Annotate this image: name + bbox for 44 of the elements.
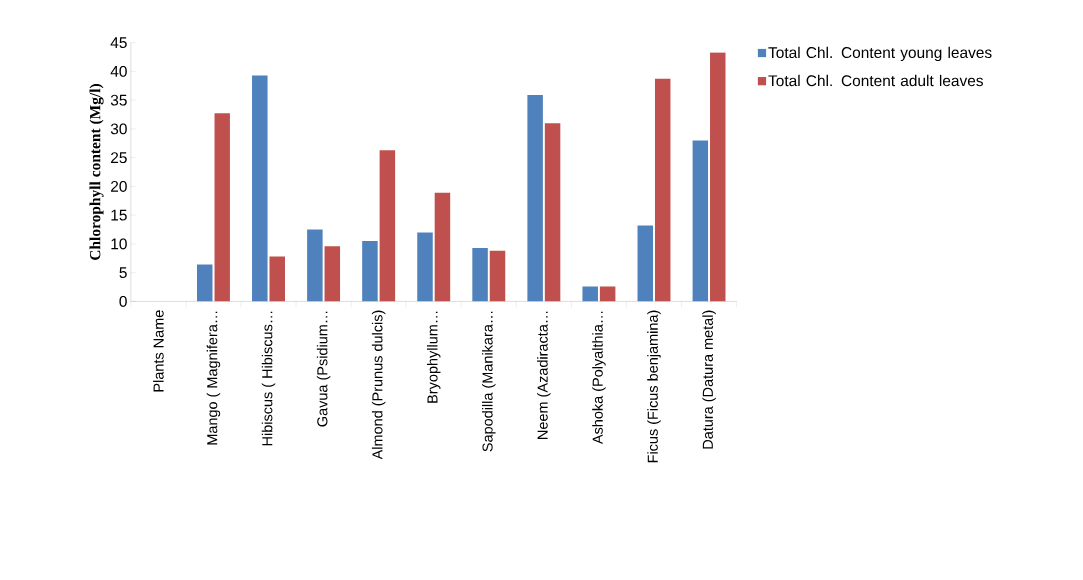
bar bbox=[654, 79, 671, 302]
bar bbox=[710, 52, 726, 302]
bar bbox=[362, 241, 378, 302]
y-tick-label: 10 bbox=[111, 238, 127, 250]
x-tick-label: Ashoka (Polyalthia… bbox=[592, 311, 606, 445]
bar bbox=[434, 192, 451, 302]
bar bbox=[252, 75, 268, 302]
x-tick-label: Neem (Azadiracta… bbox=[537, 311, 551, 440]
bar bbox=[489, 251, 506, 302]
x-tick-label: Almond (Prunus dulcis) bbox=[371, 310, 386, 460]
x-tick-label: Mango ( Magnifera… bbox=[206, 311, 221, 445]
x-tick-label: Plants Name bbox=[153, 310, 164, 392]
x-tick-label: Ficus (Ficus benjamina) bbox=[647, 310, 661, 463]
y-tick-label: 0 bbox=[119, 296, 127, 308]
x-tick-label: Hibiscus ( Hibiscus… bbox=[261, 311, 276, 446]
bar bbox=[324, 246, 341, 302]
bar bbox=[599, 286, 616, 302]
y-tick-label: 35 bbox=[110, 94, 127, 106]
y-tick-label: 25 bbox=[111, 152, 127, 164]
bar bbox=[417, 232, 433, 302]
bar bbox=[544, 123, 561, 302]
y-axis-title: Chlorophyll content (Mg/l) bbox=[89, 84, 104, 261]
x-tick-label: Datura (Datura metal) bbox=[702, 310, 716, 449]
bar bbox=[472, 248, 488, 302]
legend-label: Total Chl. Content young leaves bbox=[768, 46, 992, 62]
y-tick-label: 45 bbox=[110, 37, 127, 49]
bar bbox=[379, 150, 396, 302]
legend-label: Total Chl. Content adult leaves bbox=[768, 75, 983, 87]
bar bbox=[196, 264, 213, 302]
y-tick-label: 40 bbox=[110, 66, 127, 78]
bar bbox=[214, 113, 230, 302]
bar bbox=[307, 229, 323, 302]
bar bbox=[637, 225, 654, 302]
y-tick-label: 15 bbox=[111, 209, 127, 221]
bar bbox=[269, 256, 285, 302]
bar bbox=[527, 95, 543, 302]
y-tick-label: 20 bbox=[111, 181, 127, 193]
x-tick-label: Sapodilla (Manikara… bbox=[482, 311, 496, 452]
y-tick-label: 5 bbox=[119, 267, 127, 279]
x-tick-label: Bryophyllum… bbox=[426, 311, 441, 403]
y-tick-label: 30 bbox=[110, 123, 127, 135]
x-tick-label: Gavua (Psidium… bbox=[316, 311, 331, 427]
bar bbox=[692, 140, 709, 302]
bar bbox=[582, 286, 598, 302]
